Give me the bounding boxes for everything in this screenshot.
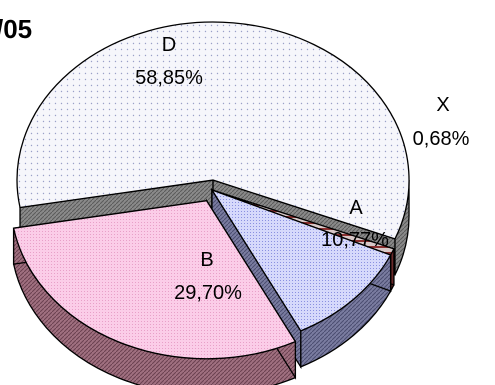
slice-label-d-value: 58,85% (135, 67, 203, 89)
slice-label-x-value: 0,68% (413, 128, 470, 150)
slice-d (16, 21, 410, 240)
slice-label-b-value: 29,70% (174, 282, 242, 304)
slice-label-b-name: B (200, 249, 213, 271)
chart-title: /05 (0, 14, 32, 44)
slice-b (12, 200, 297, 360)
slice-a (210, 188, 392, 332)
slice-label-a-name: A (349, 197, 363, 219)
slice-label-x-name: X (436, 94, 449, 116)
slice-label-d-name: D (162, 34, 176, 56)
slice-label-a-value: 10,77% (321, 229, 389, 251)
